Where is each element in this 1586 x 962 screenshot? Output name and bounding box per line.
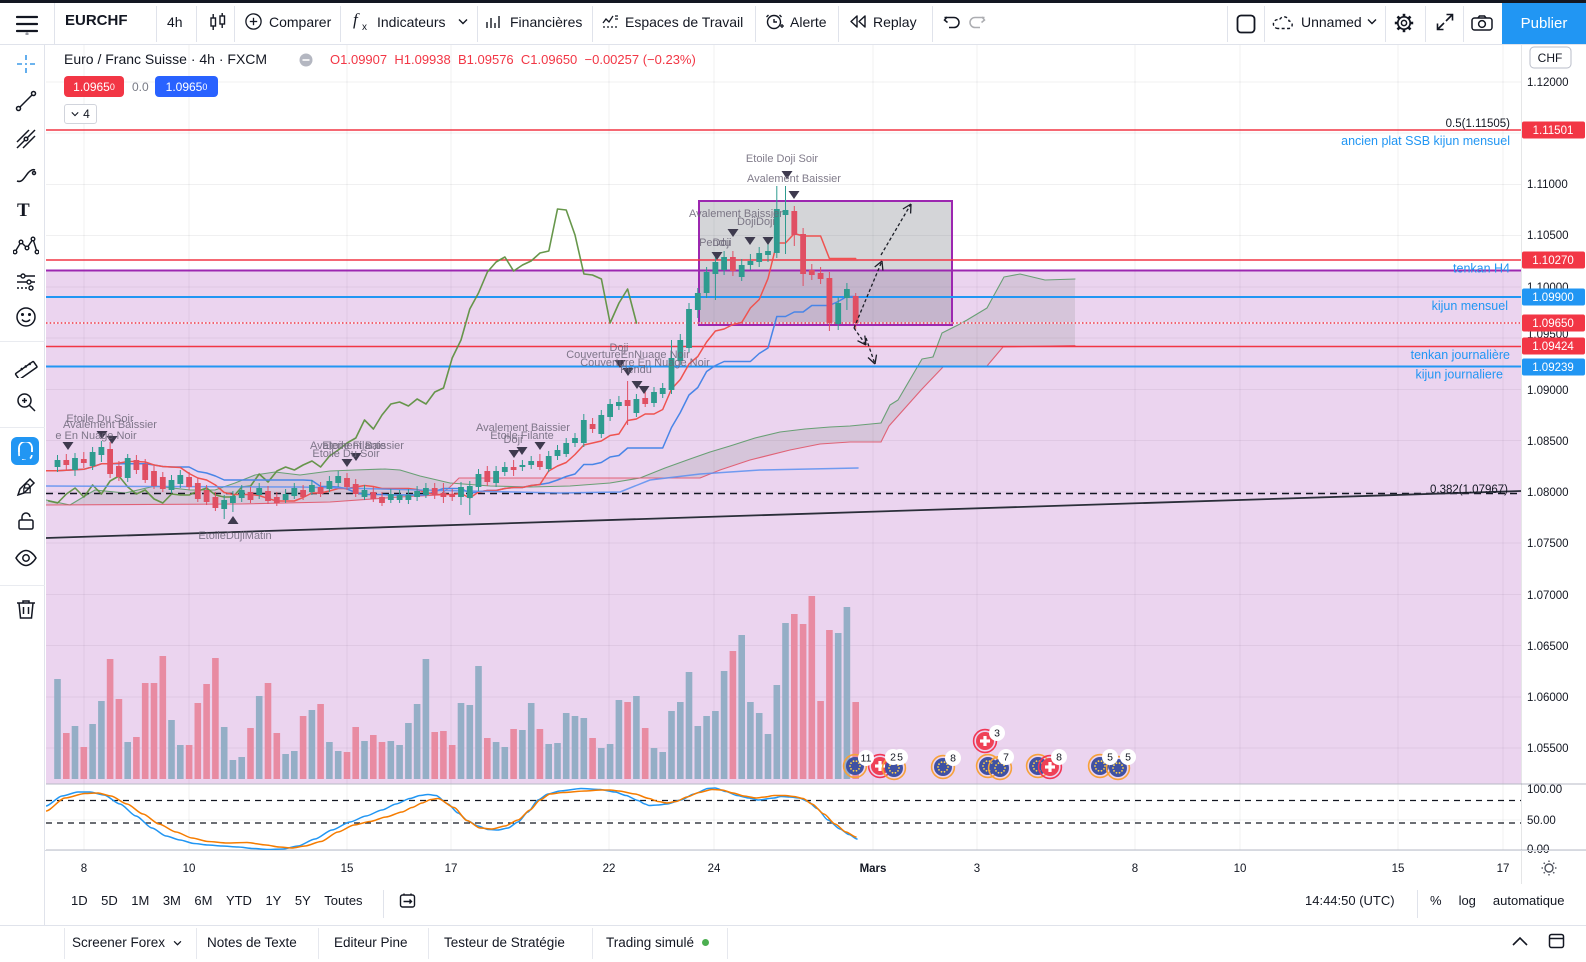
svg-text:1.08500: 1.08500 — [1527, 436, 1569, 448]
svg-text:3: 3 — [974, 863, 980, 875]
svg-text:1.08000: 1.08000 — [1527, 487, 1569, 499]
svg-text:EtoileDujiMatin: EtoileDujiMatin — [198, 530, 271, 542]
svg-text:kijun journaliere: kijun journaliere — [1415, 368, 1503, 382]
svg-text:0.382(1.07967): 0.382(1.07967) — [1430, 484, 1508, 496]
svg-text:1.09650: 1.09650 — [1532, 318, 1574, 330]
svg-text:Avalement Baissier: Avalement Baissier — [689, 208, 783, 220]
svg-text:8: 8 — [1056, 752, 1062, 764]
svg-text:Couverture En Nuage Noir: Couverture En Nuage Noir — [580, 357, 710, 369]
svg-text:5: 5 — [1125, 752, 1131, 764]
svg-text:15: 15 — [341, 863, 354, 875]
svg-text:Avalement Baissier: Avalement Baissier — [310, 440, 404, 452]
svg-text:Doji: Doji — [713, 237, 732, 249]
svg-text:1.09239: 1.09239 — [1532, 362, 1574, 374]
svg-text:22: 22 — [603, 863, 616, 875]
svg-text:kijun mensuel: kijun mensuel — [1432, 299, 1508, 313]
svg-text:15: 15 — [1392, 863, 1405, 875]
svg-text:1.07500: 1.07500 — [1527, 538, 1569, 550]
svg-text:e En Nuage Noir: e En Nuage Noir — [55, 430, 137, 442]
svg-text:Pendu: Pendu — [620, 364, 652, 376]
svg-text:8: 8 — [1132, 863, 1138, 875]
svg-text:10: 10 — [1234, 863, 1247, 875]
svg-text:7: 7 — [1003, 752, 1009, 764]
svg-text:2: 2 — [890, 752, 896, 764]
svg-text:Mars: Mars — [860, 863, 887, 875]
svg-text:0.5(1.11505): 0.5(1.11505) — [1446, 118, 1511, 130]
svg-text:CHF: CHF — [1538, 51, 1563, 65]
svg-text:1.09900: 1.09900 — [1532, 292, 1574, 304]
svg-text:DojiDoji: DojiDoji — [737, 216, 775, 228]
svg-text:1.10270: 1.10270 — [1532, 255, 1574, 267]
svg-text:tenkan H4: tenkan H4 — [1453, 262, 1510, 276]
svg-text:1.11000: 1.11000 — [1527, 179, 1568, 191]
svg-text:17: 17 — [1497, 863, 1510, 875]
svg-text:Avalement Baissier: Avalement Baissier — [63, 419, 157, 431]
svg-text:CouvertureEnNuage Noir: CouvertureEnNuage Noir — [566, 349, 690, 361]
svg-text:100.00: 100.00 — [1527, 784, 1562, 796]
svg-text:3: 3 — [994, 728, 1000, 740]
svg-text:1.05500: 1.05500 — [1527, 743, 1569, 755]
svg-text:Etoile Filante: Etoile Filante — [490, 430, 554, 442]
svg-text:1.06500: 1.06500 — [1527, 641, 1569, 653]
svg-text:10: 10 — [183, 863, 196, 875]
svg-text:Doji: Doji — [504, 434, 523, 446]
svg-text:8: 8 — [950, 753, 956, 765]
svg-text:1.09000: 1.09000 — [1527, 385, 1569, 397]
svg-text:1.11501: 1.11501 — [1533, 125, 1574, 137]
svg-text:Avalement Baissier: Avalement Baissier — [476, 422, 570, 434]
svg-text:tenkan journalière: tenkan journalière — [1411, 348, 1510, 362]
svg-text:1.09424: 1.09424 — [1532, 341, 1574, 353]
svg-text:5: 5 — [1107, 752, 1113, 764]
svg-text:Pendu: Pendu — [699, 237, 731, 249]
svg-text:Doji: Doji — [610, 342, 629, 354]
svg-text:1.07000: 1.07000 — [1527, 590, 1569, 602]
svg-text:Etoile Du Soir: Etoile Du Soir — [312, 448, 380, 460]
svg-text:5: 5 — [897, 752, 903, 764]
svg-text:Etoile Doji Soir: Etoile Doji Soir — [746, 153, 818, 165]
svg-text:1.06000: 1.06000 — [1527, 692, 1569, 704]
svg-text:Avalement Baissier: Avalement Baissier — [747, 173, 841, 185]
svg-text:Etoile Filante: Etoile Filante — [322, 440, 386, 452]
svg-text:50.00: 50.00 — [1527, 815, 1556, 827]
svg-text:11: 11 — [861, 753, 872, 765]
svg-text:ancien plat SSB kijun mensuel: ancien plat SSB kijun mensuel — [1341, 134, 1510, 148]
svg-text:24: 24 — [708, 863, 721, 875]
svg-text:Etoile Du Soir: Etoile Du Soir — [66, 413, 134, 425]
svg-text:1.10500: 1.10500 — [1527, 230, 1569, 242]
svg-text:17: 17 — [445, 863, 458, 875]
svg-text:1.12000: 1.12000 — [1527, 77, 1569, 89]
svg-text:8: 8 — [81, 863, 87, 875]
